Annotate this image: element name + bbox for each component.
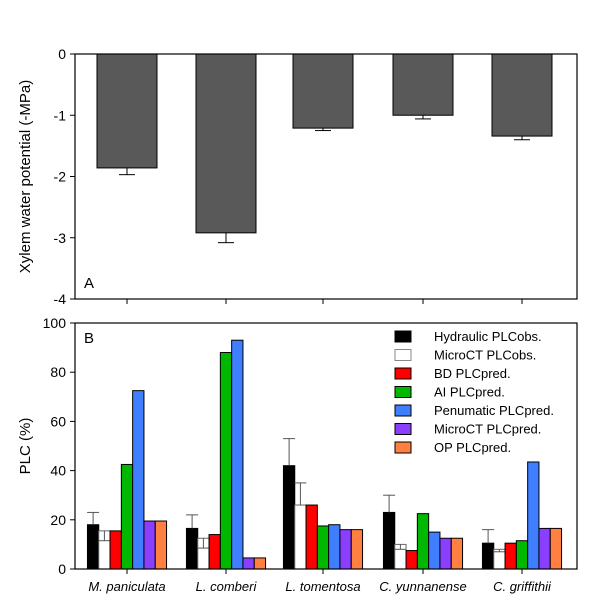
- ytick-label-b: 0: [58, 561, 66, 577]
- category-label: C. yunnanense: [379, 579, 466, 594]
- bar-b-6-0: [154, 520, 168, 570]
- bar-b-0-3: [382, 511, 396, 570]
- legend-swatch: [394, 423, 412, 435]
- bar-b-6-3: [450, 537, 464, 570]
- bar-b-4-1: [231, 339, 244, 570]
- bar-a-3: [392, 53, 454, 116]
- bar-b-5-4: [538, 527, 551, 570]
- bar-b-0-2: [282, 465, 296, 570]
- category-label: M. paniculata: [88, 579, 165, 594]
- bar-b-4-4: [527, 461, 540, 570]
- bar-b-5-3: [439, 537, 452, 570]
- legend-swatch: [394, 441, 412, 454]
- legend-label: Hydraulic PLCobs.: [434, 329, 542, 344]
- bar-b-1-2: [294, 504, 307, 570]
- legend-swatch: [394, 367, 412, 380]
- bar-a-2: [292, 53, 354, 129]
- ytick-label-a: -1: [54, 107, 67, 123]
- ytick-label-b: 20: [50, 512, 66, 528]
- category-label: C. griffithii: [493, 579, 552, 594]
- y-axis-label-b: PLC (%): [17, 418, 34, 475]
- y-axis-label-a: Xylem water potential (-MPa): [17, 80, 34, 273]
- bar-b-4-3: [428, 531, 441, 570]
- bar-b-0-4: [481, 542, 495, 570]
- bar-b-3-3: [416, 513, 430, 570]
- legend-label: Penumatic PLCpred.: [434, 403, 554, 418]
- legend-label: OP PLCpred.: [434, 440, 511, 455]
- bar-b-5-0: [143, 520, 156, 570]
- bar-b-2-3: [405, 550, 418, 570]
- legend-swatch: [394, 404, 412, 417]
- ytick-label-b: 100: [43, 315, 67, 331]
- category-label: L. tomentosa: [285, 579, 360, 594]
- bar-b-0-0: [86, 524, 100, 570]
- legend-swatch: [394, 349, 412, 361]
- ytick-label-b: 60: [50, 413, 66, 429]
- legend-label: AI PLCpred.: [434, 385, 505, 400]
- legend-label: MicroCT PLCobs.: [434, 348, 536, 363]
- bar-a-1: [195, 53, 257, 234]
- bar-b-3-4: [515, 540, 529, 570]
- legend-swatch: [394, 330, 412, 343]
- panel-label-b: B: [84, 330, 94, 347]
- ytick-label-b: 80: [50, 364, 66, 380]
- bar-b-2-1: [208, 534, 221, 570]
- bar-b-3-2: [316, 525, 330, 570]
- legend-label: MicroCT PLCpred.: [434, 422, 541, 437]
- bar-b-2-4: [504, 542, 517, 570]
- category-label: L. comberi: [196, 579, 258, 594]
- bar-b-3-0: [120, 463, 134, 570]
- bar-b-5-2: [339, 529, 352, 570]
- legend-label: BD PLCpred.: [434, 366, 511, 381]
- bar-b-4-2: [328, 524, 341, 570]
- bar-b-6-1: [253, 557, 267, 570]
- bar-b-4-0: [132, 390, 145, 570]
- bar-b-0-1: [185, 527, 199, 570]
- legend-swatch: [394, 386, 412, 398]
- bar-b-6-4: [549, 527, 563, 570]
- ytick-label-a: -2: [54, 169, 67, 185]
- bar-a-4: [491, 53, 553, 137]
- bar-b-2-2: [305, 504, 318, 570]
- panel-b-frame: [74, 322, 578, 570]
- panel-label-a: A: [84, 275, 94, 292]
- bar-b-3-1: [219, 352, 233, 570]
- bar-b-5-1: [242, 557, 255, 570]
- ytick-label-a: -3: [54, 230, 67, 246]
- bar-b-2-0: [109, 530, 122, 570]
- ytick-label-a: -4: [54, 291, 67, 307]
- bar-b-6-2: [350, 529, 364, 570]
- ytick-label-a: 0: [58, 46, 66, 62]
- bar-a-0: [96, 53, 158, 169]
- ytick-label-b: 40: [50, 463, 66, 479]
